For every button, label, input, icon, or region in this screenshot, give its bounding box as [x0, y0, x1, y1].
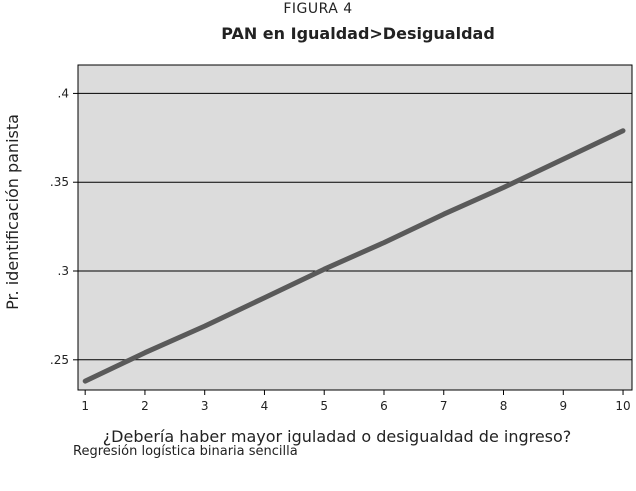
plot-area: [77, 64, 633, 391]
x-tick-label: 5: [320, 399, 328, 413]
x-tick-label: 3: [201, 399, 209, 413]
y-tick-label: .4: [58, 86, 69, 100]
series-layer: [82, 128, 626, 384]
x-tick-label: 7: [440, 399, 448, 413]
x-tick-label: 8: [500, 399, 508, 413]
x-tick-label: 6: [380, 399, 388, 413]
x-axis: 1 2 3 4 5 6 7 8 9 10: [81, 390, 631, 413]
y-axis-label: Pr. identificación panista: [3, 114, 22, 310]
footnote: Regresión logística binaria sencilla: [73, 444, 298, 459]
x-tick-label: 4: [261, 399, 269, 413]
chart-title: PAN en Igualdad>Desigualdad: [221, 24, 495, 43]
x-axis-label: ¿Debería haber mayor iguladad o desigual…: [103, 427, 572, 446]
y-tick-label: .25: [50, 353, 69, 367]
x-tick-label: 9: [559, 399, 567, 413]
series-line: [82, 128, 626, 384]
y-tick-label: .3: [58, 264, 69, 278]
figure-label: FIGURA 4: [283, 1, 353, 17]
x-tick-label: 10: [615, 399, 630, 413]
y-tick-label: .35: [50, 175, 69, 189]
x-tick-label: 1: [81, 399, 89, 413]
x-tick-label: 2: [141, 399, 149, 413]
y-axis: .25 .3 .35 .4: [50, 86, 78, 367]
grid-lines: [78, 92, 632, 361]
